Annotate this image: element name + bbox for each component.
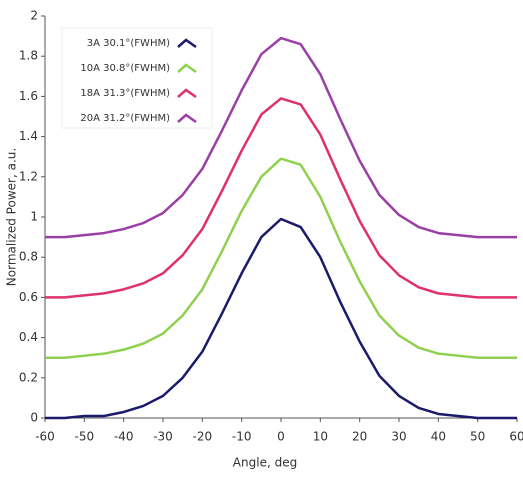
x-tick-label: 40: [431, 430, 446, 444]
x-axis-label: Angle, deg: [233, 456, 297, 470]
x-tick-label: 20: [352, 430, 367, 444]
y-axis-label: Normalized Power, a.u.: [5, 148, 19, 286]
x-tick-label: -60: [35, 430, 55, 444]
x-tick-label: 0: [277, 430, 285, 444]
legend-label: 10A 30.8°(FWHM): [80, 63, 170, 74]
x-tick-label: -50: [75, 430, 95, 444]
legend-label: 18A 31.3°(FWHM): [80, 88, 170, 99]
x-tick-label: 60: [509, 430, 523, 444]
series-line: [45, 217, 517, 420]
y-tick-label: 0.4: [19, 330, 38, 344]
x-tick-label: -30: [153, 430, 173, 444]
x-tick-label: -40: [114, 430, 134, 444]
y-tick-label: 1.2: [19, 169, 38, 183]
y-tick-label: 0: [30, 411, 38, 425]
y-tick-label: 0.8: [19, 250, 38, 264]
y-tick-label: 1.8: [19, 49, 38, 63]
x-tick-label: 30: [391, 430, 406, 444]
series-line: [45, 36, 517, 239]
legend-swatch: [177, 63, 197, 74]
y-tick-label: 1.6: [19, 89, 38, 103]
legend-swatch: [177, 38, 197, 49]
y-tick-label: 1: [30, 210, 38, 224]
series-line: [45, 97, 517, 299]
x-tick-label: 50: [470, 430, 485, 444]
legend-box: [61, 27, 213, 129]
x-tick-label: -20: [193, 430, 213, 444]
y-tick-label: 1.4: [19, 129, 38, 143]
legend-swatch: [177, 113, 197, 124]
x-tick-label: -10: [232, 430, 252, 444]
y-tick-label: 0.2: [19, 370, 38, 384]
series-line: [45, 157, 517, 359]
legend-swatch: [177, 88, 197, 99]
x-tick-label: 10: [313, 430, 328, 444]
legend-label: 3A 30.1°(FWHM): [87, 38, 170, 49]
legend-label: 20A 31.2°(FWHM): [80, 113, 170, 124]
y-tick-label: 0.6: [19, 290, 38, 304]
y-tick-label: 2: [30, 9, 38, 23]
